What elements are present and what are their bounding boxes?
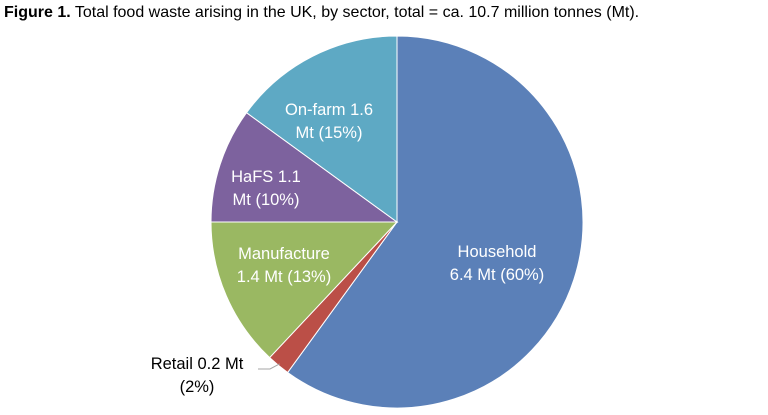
slice-household — [286, 35, 584, 409]
slice-label-line: 6.4 Mt (60%) — [450, 266, 544, 284]
slice-label-line: 1.4 Mt (13%) — [237, 268, 331, 286]
slice-label-line: Mt (10%) — [233, 191, 300, 209]
figure-caption-text: Total food waste arising in the UK, by s… — [74, 4, 640, 21]
slice-label-line: Retail 0.2 Mt — [151, 355, 244, 373]
slice-label-manufacture: Manufacture 1.4 Mt (13%) — [237, 245, 331, 286]
slice-label-line: (2%) — [180, 378, 215, 396]
leader-lines — [258, 363, 280, 370]
figure-caption: Figure 1. Total food waste arising in th… — [4, 4, 764, 22]
slice-label-line: HaFS 1.1 — [231, 168, 301, 186]
pie-slices — [210, 35, 584, 409]
slice-label-retail: Retail 0.2 Mt (2%) — [151, 355, 244, 396]
slice-hafs — [210, 111, 399, 223]
slice-label-line: On-farm 1.6 — [285, 101, 373, 119]
slice-label-household: Household 6.4 Mt (60%) — [450, 243, 544, 284]
slice-manufacture — [210, 221, 399, 359]
slice-label-line: Mt (15%) — [296, 124, 363, 142]
slice-on-farm — [245, 35, 398, 223]
slice-label-on-farm: On-farm 1.6 Mt (15%) — [285, 101, 373, 142]
figure-number: Figure 1. — [4, 4, 71, 21]
slice-label-line: Household — [458, 243, 537, 261]
leader-line-retail — [258, 363, 280, 370]
slice-labels: Household 6.4 Mt (60%) Retail 0.2 Mt (2%) Ma… — [151, 101, 545, 396]
slice-label-line: Manufacture — [238, 245, 330, 263]
slice-label-hafs: HaFS 1.1 Mt (10%) — [231, 168, 301, 209]
